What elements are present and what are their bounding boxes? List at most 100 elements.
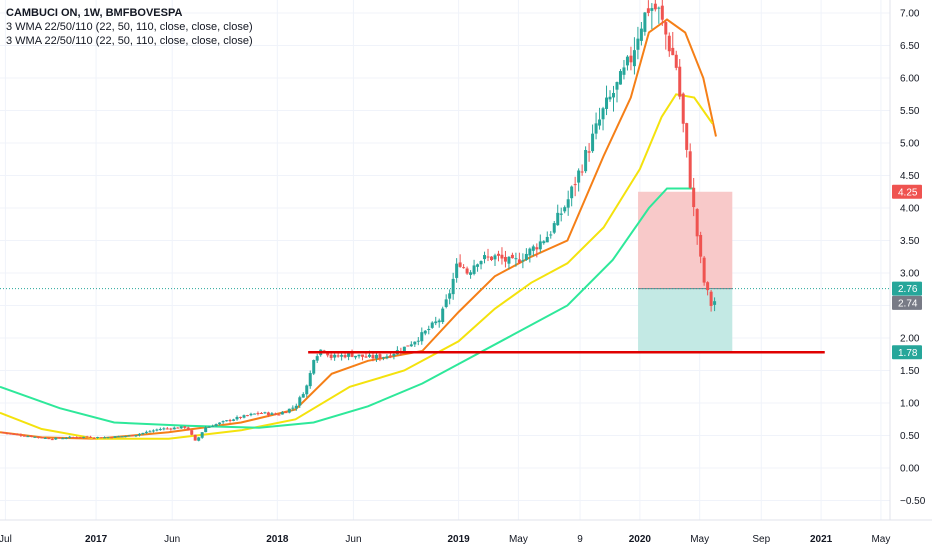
candle-body-190: [664, 22, 668, 35]
candle-body-24: [85, 436, 89, 438]
candle-body-68: [239, 416, 243, 418]
candle-body-39: [137, 433, 141, 436]
price-candles: [1, 0, 717, 442]
candle-body-194: [678, 66, 682, 97]
legend-indicator-1: 3 WMA 22/50/110 (22, 50, 110, close, clo…: [6, 21, 253, 33]
candle-body-15: [54, 437, 58, 440]
candle-body-5: [19, 434, 23, 436]
candle-body-103: [361, 354, 365, 357]
time-tick-10: Sep: [752, 534, 770, 545]
candle-body-149: [521, 260, 525, 262]
chart-legend[interactable]: CAMBUCI ON, 1W, BMFBOVESPA 3 WMA 22/50/1…: [6, 6, 253, 48]
price-badge-text-0: 4.25: [898, 187, 918, 198]
candle-body-9: [33, 436, 37, 438]
candle-body-7: [26, 436, 30, 438]
price-tick-0: 7.00: [900, 9, 920, 20]
position-zones: [0, 191, 890, 353]
stop-loss-zone: [638, 191, 733, 289]
candle-body-42: [148, 431, 152, 433]
price-labels: 4.25 2.76 2.74 1.78: [892, 184, 922, 360]
candle-body-199: [695, 209, 699, 237]
time-tick-6: May: [509, 534, 528, 545]
candle-body-120: [420, 332, 424, 342]
candle-body-65: [228, 420, 232, 422]
candle-body-20: [71, 437, 75, 439]
candle-body-22: [78, 437, 82, 439]
candle-body-148: [517, 259, 521, 263]
candle-body-72: [252, 413, 256, 415]
candle-body-81: [284, 412, 288, 414]
candle-body-137: [479, 261, 483, 265]
candle-body-147: [514, 258, 518, 260]
candle-body-64: [225, 420, 229, 422]
candle-body-89: [312, 360, 316, 374]
candle-body-61: [214, 424, 218, 427]
candle-body-12: [43, 437, 47, 439]
candle-body-33: [117, 436, 121, 438]
candle-body-94: [329, 354, 333, 358]
candle-body-70: [245, 415, 249, 417]
candle-body-204: [713, 301, 717, 305]
candle-body-53: [186, 427, 190, 430]
candle-body-56: [197, 437, 201, 441]
price-badge-text-2: 2.74: [898, 298, 918, 309]
candle-body-52: [183, 426, 187, 428]
candle-body-66: [232, 419, 236, 421]
candle-body-16: [57, 437, 61, 439]
candle-body-4: [15, 434, 19, 436]
candle-body-191: [667, 35, 671, 52]
candle-body-181: [632, 50, 636, 67]
candle-body-127: [444, 299, 448, 307]
candle-body-11: [40, 437, 44, 439]
candle-body-36: [127, 435, 131, 437]
candle-body-185: [646, 8, 650, 13]
time-tick-3: 2018: [266, 534, 289, 545]
candle-body-106: [371, 355, 375, 359]
price-axis-bg: [890, 0, 932, 550]
time-tick-0: Jul: [0, 534, 12, 545]
time-axis[interactable]: Jul 2017 Jun 2018 Jun 2019 May 9 2020 May Sep 2021 M…: [0, 519, 932, 550]
candle-body-125: [437, 320, 441, 323]
price-tick-11: 1.50: [900, 366, 920, 377]
price-tick-3: 5.50: [900, 106, 920, 117]
candle-body-171: [598, 119, 602, 126]
candle-body-188: [657, 7, 661, 9]
candle-body-40: [141, 432, 145, 434]
price-tick-7: 3.50: [900, 236, 920, 247]
candle-body-19: [68, 436, 72, 438]
candle-body-44: [155, 429, 159, 431]
candle-body-175: [612, 92, 616, 98]
candle-body-115: [402, 346, 406, 353]
candle-body-96: [336, 355, 340, 357]
candle-body-183: [639, 28, 643, 41]
candle-body-122: [427, 328, 431, 331]
candle-body-131: [458, 262, 462, 267]
candle-body-82: [287, 408, 291, 413]
candle-body-13: [47, 438, 51, 440]
candle-body-128: [448, 293, 452, 299]
candle-body-156: [545, 236, 549, 243]
candle-body-71: [249, 413, 253, 416]
candle-body-60: [211, 426, 215, 428]
time-tick-12: May: [871, 534, 890, 545]
candle-body-46: [162, 428, 166, 430]
candle-body-153: [535, 247, 539, 250]
candle-body-117: [409, 344, 413, 347]
candle-body-195: [681, 93, 685, 124]
legend-indicator-2: 3 WMA 22/50/110 (22, 50, 110, close, clo…: [6, 35, 253, 47]
candle-body-192: [671, 47, 675, 56]
candle-body-109: [381, 357, 385, 359]
candle-body-0: [1, 432, 5, 434]
candle-body-18: [64, 437, 68, 439]
candle-body-26: [92, 437, 96, 439]
candle-body-102: [357, 354, 361, 357]
candle-body-63: [221, 421, 225, 423]
candle-body-119: [416, 340, 420, 342]
candle-body-150: [524, 253, 528, 261]
candle-body-104: [364, 356, 368, 358]
price-badge-text-3: 1.78: [898, 348, 918, 359]
price-axis[interactable]: 7.006.506.005.505.004.504.003.503.002.50…: [889, 0, 932, 550]
candle-body-132: [462, 267, 466, 269]
candle-body-105: [367, 354, 371, 357]
